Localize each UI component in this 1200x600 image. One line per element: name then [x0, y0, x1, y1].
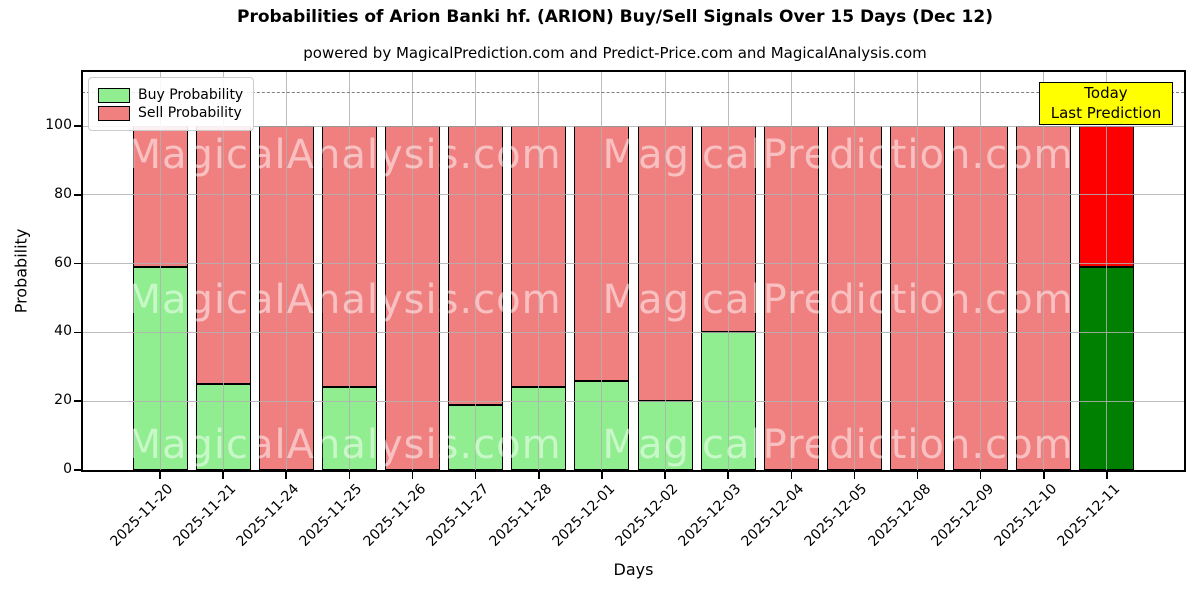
legend-swatch [98, 105, 130, 121]
y-tick-mark [74, 400, 81, 402]
x-tick-mark [979, 472, 982, 479]
x-tick-mark [537, 472, 540, 479]
x-tick-label: 2025-12-08 [865, 481, 934, 550]
watermark-text: MagicalAnalysis.com [126, 132, 562, 178]
y-tick-label: 40 [54, 323, 72, 340]
gridline-vertical [538, 71, 540, 470]
today-annotation: Today Last Prediction [1039, 82, 1173, 125]
watermark-text: MagicalAnalysis.com [126, 277, 562, 323]
x-tick-mark [222, 472, 224, 479]
x-tick-mark [1106, 472, 1108, 479]
gridline-vertical [980, 71, 982, 470]
gridline-vertical [475, 71, 477, 470]
x-tick-mark [348, 472, 351, 479]
x-tick-label: 2025-12-11 [1054, 481, 1124, 550]
x-tick-mark [411, 472, 414, 479]
y-tick-label: 20 [54, 392, 72, 409]
legend-item: Buy Probability [98, 87, 243, 103]
gridline-vertical [727, 71, 729, 470]
y-tick-mark [74, 125, 81, 127]
x-tick-mark [474, 472, 477, 479]
y-tick-label: 0 [63, 461, 72, 477]
gridline-horizontal [82, 331, 1184, 333]
x-tick-mark [727, 472, 729, 479]
x-tick-label: 2025-11-21 [170, 481, 240, 550]
x-tick-label: 2025-12-03 [675, 481, 745, 550]
gridline-vertical [790, 71, 792, 470]
watermark-text: MagicalPrediction.com [602, 277, 1074, 323]
x-axis-label: Days [613, 560, 654, 579]
today-annotation-line1: Today [1084, 84, 1128, 102]
spine-left [81, 70, 83, 472]
spine-top [81, 70, 1186, 72]
gridline-vertical [1043, 71, 1045, 470]
chart-subtitle: powered by MagicalPrediction.com and Pre… [303, 44, 927, 62]
x-tick-mark [159, 472, 161, 479]
x-tick-label: 2025-12-04 [738, 481, 808, 550]
plot-area: Buy Probability Sell Probability MagicalA… [82, 71, 1184, 470]
spine-right [1184, 70, 1186, 472]
dashed-threshold-line [82, 91, 1184, 93]
x-tick-mark [285, 472, 288, 479]
gridline-vertical [917, 71, 919, 470]
gridline-horizontal [82, 125, 1184, 127]
gridline-vertical [412, 71, 414, 470]
legend-swatch [98, 87, 130, 103]
gridline-vertical [1106, 71, 1108, 470]
gridline-horizontal [82, 400, 1184, 402]
x-tick-mark [853, 472, 856, 479]
x-tick-mark [916, 472, 919, 479]
y-tick-mark [74, 331, 81, 334]
watermark-text: MagicalAnalysis.com [126, 422, 562, 468]
gridline-vertical [159, 71, 161, 470]
gridline-vertical [222, 71, 224, 470]
watermark-text: MagicalPrediction.com [602, 422, 1074, 468]
y-tick-label: 80 [54, 185, 72, 202]
legend-item-label: Sell Probability [138, 105, 242, 121]
x-tick-label: 2025-12-01 [549, 481, 619, 550]
x-tick-label: 2025-12-02 [612, 481, 682, 550]
watermark-text: MagicalPrediction.com [602, 132, 1074, 178]
x-tick-label: 2025-11-24 [233, 481, 303, 550]
gridline-vertical [664, 71, 666, 470]
x-tick-label: 2025-11-20 [107, 481, 177, 550]
chart-title: Probabilities of Arion Banki hf. (ARION)… [237, 7, 993, 27]
gridline-vertical [285, 71, 287, 470]
legend-item-label: Buy Probability [138, 87, 244, 103]
y-tick-mark [74, 194, 81, 196]
x-tick-mark [664, 472, 666, 479]
x-tick-label: 2025-11-26 [359, 481, 429, 550]
legend-box: Buy Probability Sell Probability [88, 77, 255, 131]
x-tick-mark [601, 472, 603, 479]
spine-bottom [81, 470, 1186, 472]
x-tick-mark [790, 472, 793, 479]
gridline-vertical [348, 71, 350, 470]
y-axis-label: Probability [11, 228, 31, 314]
x-tick-label: 2025-12-05 [801, 481, 871, 550]
gridline-horizontal [82, 263, 1184, 265]
x-tick-mark [1043, 472, 1045, 479]
legend-item: Sell Probability [98, 105, 243, 121]
today-annotation-line2: Last Prediction [1050, 104, 1162, 122]
y-tick-mark [74, 469, 81, 471]
gridline-vertical [853, 71, 855, 470]
x-tick-label: 2025-11-28 [486, 481, 556, 550]
y-tick-label: 60 [54, 254, 72, 271]
y-tick-mark [74, 262, 81, 265]
x-tick-label: 2025-12-10 [991, 481, 1061, 550]
gridline-vertical [601, 71, 603, 470]
x-tick-label: 2025-12-09 [928, 481, 998, 550]
y-tick-label: 100 [45, 117, 72, 134]
x-tick-label: 2025-11-27 [423, 481, 492, 550]
x-tick-label: 2025-11-25 [296, 481, 366, 550]
gridline-horizontal [82, 194, 1184, 196]
